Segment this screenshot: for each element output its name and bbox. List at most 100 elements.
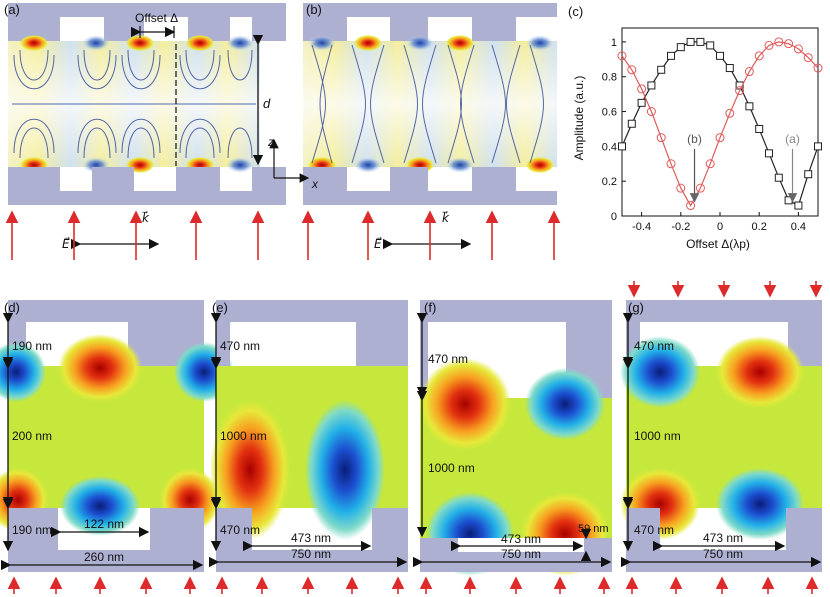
- x-tick-label: 0.2: [752, 221, 767, 233]
- data-point: [637, 84, 647, 94]
- data-point: [656, 133, 666, 143]
- g-mid-dim: 1000 nm: [634, 429, 681, 443]
- panel-c-chart: (c) -0.4 -0.2 0 0.2 0.400.20.40.60.81(b) (a) …: [568, 4, 823, 251]
- data-point: [696, 37, 705, 46]
- data-point: [647, 81, 656, 90]
- data-point: [695, 183, 705, 193]
- panel-b: (b) z x k⃗ E⃗: [267, 2, 557, 251]
- panel-g-label: (g): [628, 300, 644, 315]
- panel-e: (e) 470 nm 1000 nm 470 nm 473 nm 750 nm: [208, 300, 408, 572]
- offset-label: Offset Δ: [135, 11, 178, 25]
- panel-d: (d) 190 nm 200 nm 190 nm 122 nm 260 nm: [0, 300, 234, 572]
- d-gap-dim: 122 nm: [84, 517, 124, 531]
- data-point: [744, 67, 754, 77]
- panel-e-label: (e): [212, 300, 228, 315]
- panel-f-label: (f): [424, 300, 436, 315]
- y-tick-label: 0.2: [602, 176, 617, 188]
- series-line-1: [621, 41, 819, 207]
- y-tick-label: 0.6: [602, 107, 617, 119]
- d-period-dim: 260 nm: [84, 550, 124, 564]
- x-tick-label: -0.2: [671, 221, 690, 233]
- x-tick-label: 0: [717, 221, 723, 233]
- data-point: [706, 41, 715, 50]
- data-point: [705, 159, 715, 169]
- data-point: [735, 86, 745, 96]
- series-line-0: [621, 41, 819, 207]
- data-point: [764, 40, 774, 50]
- incident-wave-arrows: [5, 210, 823, 594]
- chart-plot-area: -0.4 -0.2 0 0.2 0.4 0 0.2 0.4 0.6 0.8 1 (b) (a): [602, 27, 823, 233]
- panel-f: (f) 470 nm 1000 nm 473 nm 750 nm 59 nm: [412, 300, 612, 576]
- data-point: [657, 65, 666, 74]
- x-tick-label: -0.4: [632, 221, 651, 233]
- data-point: [686, 37, 695, 46]
- data-point: [667, 51, 675, 60]
- z-axis-label: z: [267, 135, 274, 149]
- data-point: [774, 173, 783, 182]
- data-point: [637, 98, 646, 107]
- chart-xlabel: Offset Δ(λp): [686, 237, 750, 251]
- k-label-a: k⃗: [142, 211, 150, 225]
- data-point: [754, 51, 764, 61]
- x-tick-label: 0.4: [791, 221, 806, 233]
- data-point: [627, 65, 637, 75]
- panel-b-label: (b): [306, 2, 322, 17]
- g-top-dim: 470 nm: [634, 339, 674, 353]
- f-mid-dim: 1000 nm: [428, 461, 475, 475]
- data-point: [617, 51, 627, 61]
- data-point: [725, 64, 734, 73]
- g-bot-dim: 470 nm: [634, 523, 674, 537]
- annotation-label: (a): [785, 132, 800, 146]
- data-point: [784, 196, 793, 205]
- data-point: [618, 142, 626, 151]
- data-point: [814, 142, 822, 151]
- f-period-dim: 750 nm: [501, 547, 541, 561]
- d-bot-dim: 190 nm: [12, 523, 52, 537]
- data-point: [774, 37, 784, 47]
- e-bot-dim: 470 nm: [220, 523, 260, 537]
- data-point: [627, 119, 636, 128]
- annotation-label: (b): [687, 132, 702, 146]
- panel-a: (a) Offset Δ d k⃗ E⃗: [4, 2, 286, 251]
- data-point: [803, 53, 813, 63]
- k-label-b: k⃗: [442, 211, 450, 225]
- data-point: [715, 133, 725, 143]
- data-point: [745, 102, 754, 111]
- e-gap-dim: 473 nm: [291, 531, 331, 545]
- data-point: [784, 39, 794, 49]
- e-label-a: E⃗: [62, 237, 70, 251]
- panel-a-label: (a): [4, 2, 20, 17]
- panel-d-label: (d): [4, 300, 20, 315]
- g-period-dim: 750 nm: [703, 547, 743, 561]
- g-gap-dim: 473 nm: [703, 531, 743, 545]
- f-small-dim: 59 nm: [578, 523, 609, 535]
- y-tick-label: 1: [611, 37, 617, 49]
- data-point: [725, 108, 735, 118]
- e-label-b: E⃗: [374, 237, 382, 251]
- data-point: [646, 107, 656, 117]
- y-tick-label: 0.4: [602, 141, 617, 153]
- data-point: [793, 44, 803, 54]
- d-mid-dim: 200 nm: [12, 429, 52, 443]
- f-gap-dim: 473 nm: [501, 532, 541, 546]
- chart-ylabel: Amplitude (a.u.): [572, 76, 586, 161]
- data-point: [794, 201, 803, 210]
- data-point: [666, 159, 676, 169]
- data-point: [755, 124, 764, 133]
- data-point: [716, 51, 724, 60]
- d-top-dim: 190 nm: [12, 339, 52, 353]
- x-axis-label: x: [311, 177, 319, 191]
- gap-d-label: d: [263, 96, 271, 111]
- data-point: [765, 149, 773, 158]
- panel-c-label: (c): [568, 4, 583, 19]
- data-point: [676, 43, 685, 52]
- e-period-dim: 750 nm: [291, 547, 331, 561]
- data-point: [676, 183, 686, 193]
- f-top-dim: 470 nm: [428, 352, 468, 366]
- y-tick-label: 0: [611, 211, 617, 223]
- data-point: [735, 81, 744, 90]
- e-top-dim: 470 nm: [220, 339, 260, 353]
- panel-g: (g) 470 nm 1000 nm 470 nm 473 nm 750 nm: [620, 300, 822, 572]
- y-tick-label: 0.8: [602, 72, 617, 84]
